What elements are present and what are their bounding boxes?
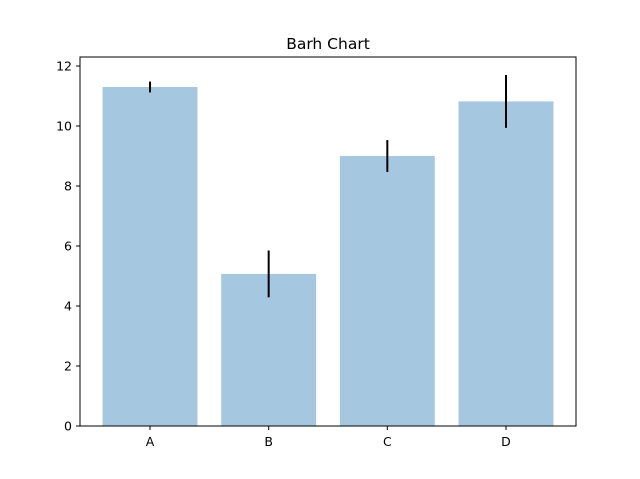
bars-group — [102, 87, 554, 427]
bar-B — [221, 273, 317, 426]
y-axis: 0 2 4 6 8 10 12 — [56, 59, 80, 434]
x-tick-label-D: D — [501, 434, 511, 449]
y-tick-label-8: 8 — [64, 179, 72, 194]
error-bars-group — [149, 75, 507, 298]
y-tick-label-4: 4 — [64, 299, 72, 314]
bar-C — [339, 156, 435, 426]
x-tick-label-B: B — [264, 434, 273, 449]
plot-frame — [79, 56, 577, 427]
chart-title: Barh Chart — [286, 35, 370, 53]
x-axis: A B C D — [146, 426, 511, 449]
y-tick-label-10: 10 — [56, 119, 72, 134]
x-tick-label-C: C — [383, 434, 392, 449]
x-tick-label-A: A — [146, 434, 155, 449]
bar-A — [102, 87, 198, 426]
y-tick-label-12: 12 — [56, 59, 72, 74]
bar-D — [458, 101, 554, 427]
y-tick-label-0: 0 — [64, 419, 72, 434]
y-tick-label-6: 6 — [64, 239, 72, 254]
y-tick-label-2: 2 — [64, 359, 72, 374]
